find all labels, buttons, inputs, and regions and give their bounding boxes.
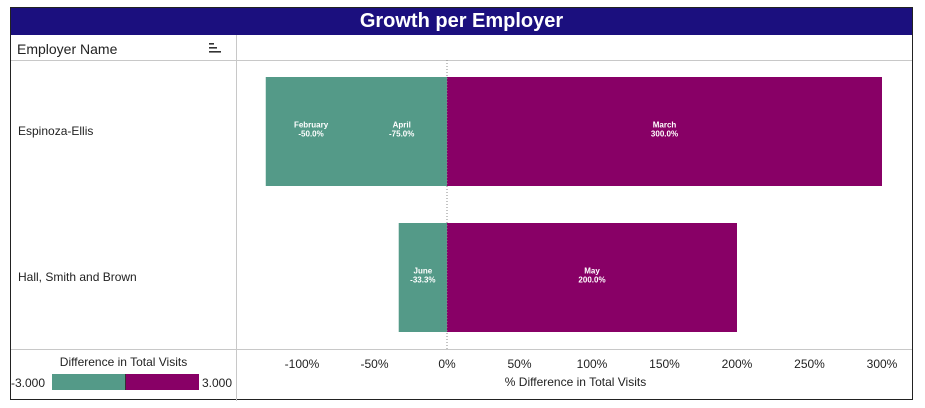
segment-label-month-may: May [584, 267, 600, 276]
legend-negative-swatch [52, 374, 125, 390]
x-axis-title: % Difference in Total Visits [504, 375, 647, 389]
x-tick-label: 300% [867, 357, 898, 371]
chart-title: Growth per Employer [11, 8, 912, 35]
legend-positive-swatch [125, 374, 199, 390]
x-tick-label: 0% [438, 357, 456, 371]
segment-label-month-march: March [653, 121, 677, 130]
legend-title: Difference in Total Visits [59, 355, 188, 369]
segment-label-value-june: -33.3% [410, 276, 435, 285]
segment-label-month-april: April [393, 121, 411, 130]
x-tick-label: -100% [285, 357, 320, 371]
segment-label-value-march: 300.0% [651, 130, 678, 139]
legend-min-label: -3.000 [11, 376, 46, 390]
segment-label-value-april: -75.0% [389, 130, 414, 139]
x-tick-label: 100% [577, 357, 608, 371]
bar-positive-espinoza-ellis-march[interactable] [447, 77, 882, 186]
legend-color-ramp[interactable] [52, 374, 199, 390]
axis-divider [11, 349, 912, 350]
x-tick-label: 150% [649, 357, 680, 371]
column-header-employer-name[interactable]: Employer Name [17, 41, 118, 57]
row-header-divider [236, 35, 237, 401]
legend-max-label: 3.000 [202, 376, 233, 390]
x-tick-label: -50% [360, 357, 388, 371]
segment-label-value-february: -50.0% [298, 130, 323, 139]
x-tick-label: 250% [794, 357, 825, 371]
segment-label-month-february: February [294, 121, 329, 130]
sort-descending-icon[interactable] [209, 43, 221, 53]
dashboard-frame: Growth per Employer Employer Name Espino… [10, 7, 913, 401]
bar-positive-hall-smith-and-brown-may[interactable] [447, 223, 737, 332]
header-row: Employer Name [11, 35, 912, 61]
segment-label-month-june: June [414, 267, 433, 276]
bar-negative-espinoza-ellis[interactable] [265, 77, 447, 186]
x-tick-label: 200% [722, 357, 753, 371]
segment-label-value-may: 200.0% [578, 276, 605, 285]
x-tick-label: 50% [507, 357, 531, 371]
row-label-hall-smith-and-brown[interactable]: Hall, Smith and Brown [18, 270, 137, 284]
row-label-espinoza-ellis[interactable]: Espinoza-Ellis [18, 124, 94, 138]
bar-negative-hall-smith-and-brown[interactable] [398, 223, 447, 332]
